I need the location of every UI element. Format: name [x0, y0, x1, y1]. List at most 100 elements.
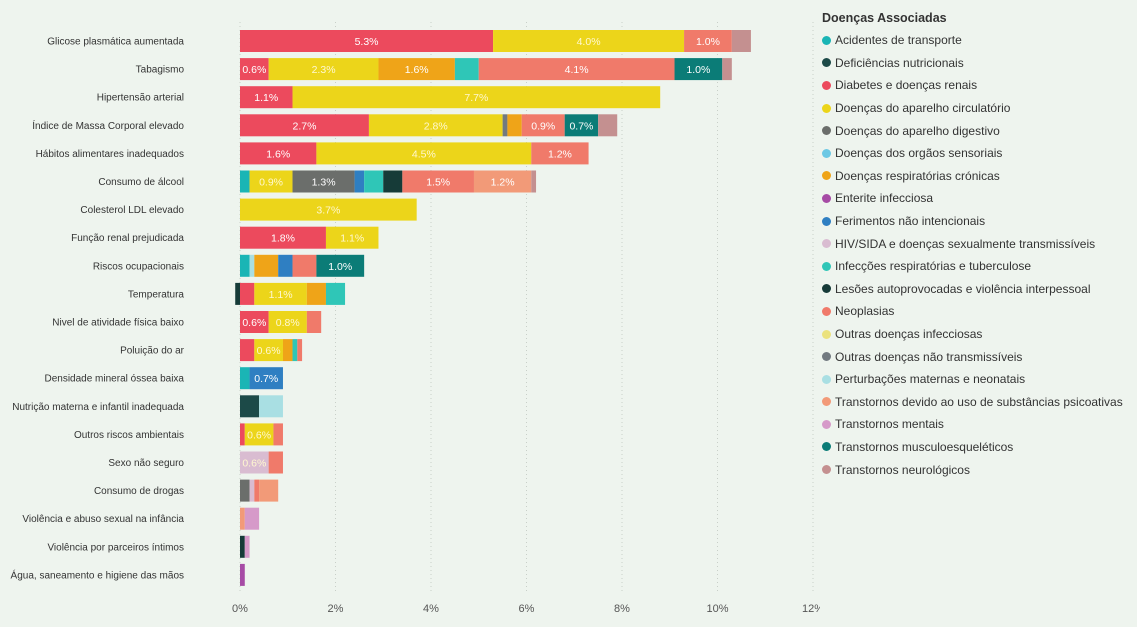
legend-label: Transtornos musculoesqueléticos [835, 439, 1014, 454]
category-label: Violência e abuso sexual na infância [22, 514, 184, 525]
legend-label: Transtornos mentais [835, 417, 944, 432]
bar-segment [306, 282, 326, 305]
legend-item[interactable]: HIV/SIDA e doenças sexualmente transmiss… [822, 232, 1134, 255]
category-label: Sexo não seguro [108, 458, 184, 469]
legend-dot-icon [822, 284, 831, 294]
bar-segment [278, 254, 293, 277]
data-label: 1.0% [328, 261, 352, 273]
data-label: 0.6% [242, 458, 266, 470]
legend-item[interactable]: Enterite infecciosa [822, 187, 1134, 210]
category-label: Glicose plasmática aumentada [47, 37, 184, 48]
legend-item[interactable]: Ferimentos não intencionais [822, 210, 1134, 233]
legend-label: Diabetes e doenças renais [835, 78, 978, 93]
data-label: 5.3% [355, 36, 379, 48]
category-label: Densidade mineral óssea baixa [44, 374, 184, 385]
category-label: Riscos ocupacionais [93, 261, 184, 272]
legend-item[interactable]: Doenças do aparelho digestivo [822, 119, 1134, 142]
legend-item[interactable]: Transtornos musculoesqueléticos [822, 436, 1134, 459]
bar-segment [598, 114, 618, 137]
bar-segment [306, 311, 322, 333]
x-tick-label: 0% [232, 603, 248, 615]
category-label: Índice de Massa Corporal elevado [32, 119, 184, 132]
chart-svg: 0% 2% 4% 6% 8% 10% 12% Glicose plasmática aumen… [11, 22, 820, 615]
category-label: Função renal prejudicada [71, 233, 184, 244]
legend-label: Outras doenças não transmissíveis [835, 349, 1023, 364]
bar-segment [240, 479, 250, 502]
bar-segment [368, 114, 503, 137]
bar-segment [316, 142, 532, 165]
legend-dot-icon [822, 306, 831, 316]
legend-item[interactable]: Outras doenças não transmissíveis [822, 345, 1134, 368]
bar-segment [378, 58, 455, 81]
data-label: 7.7% [464, 92, 488, 104]
bar-segment [268, 58, 379, 81]
bar-segment [240, 423, 245, 446]
data-label: 2.7% [292, 120, 316, 132]
legend-item[interactable]: Perturbações maternas e neonatais [822, 368, 1134, 391]
data-label: 0.7% [569, 120, 593, 132]
legend-item[interactable]: Outras doenças infecciosas [822, 323, 1134, 346]
legend-item[interactable]: Lesões autoprovocadas e violência interp… [822, 278, 1134, 301]
bar-segment [268, 311, 307, 333]
legend-dot-icon [822, 442, 831, 452]
legend-label: HIV/SIDA e doenças sexualmente transmiss… [835, 236, 1096, 251]
legend-item[interactable]: Transtornos neurológicos [822, 458, 1134, 481]
bar-segment [240, 226, 326, 249]
bar-segment [259, 395, 283, 418]
data-label: 1.0% [686, 64, 710, 76]
legend-item[interactable]: Transtornos devido ao uso de substâncias… [822, 391, 1134, 414]
bar-segment [564, 114, 599, 137]
data-label: 0.6% [242, 64, 266, 76]
data-label: 1.1% [254, 92, 278, 104]
legend-dot-icon [822, 148, 831, 158]
bar-segment [240, 58, 269, 81]
legend-item[interactable]: Doenças respiratórias crónicas [822, 165, 1134, 188]
data-label: 1.5% [426, 177, 450, 189]
legend-item[interactable]: Neoplasias [822, 300, 1134, 323]
bar-segment [292, 339, 298, 362]
legend-item[interactable]: Diabetes e doenças renais [822, 74, 1134, 97]
bar-segment [454, 58, 479, 81]
bar-segment [254, 339, 283, 362]
legend-label: Neoplasias [835, 304, 895, 319]
bar-segment [292, 254, 317, 277]
category-label: Colesterol LDL elevado [80, 205, 184, 216]
legend-dot-icon [822, 419, 831, 429]
bar-segment [674, 58, 723, 81]
bar-segment [240, 170, 250, 193]
data-label: 1.0% [696, 36, 720, 48]
legend-item[interactable]: Deficiências nutricionais [822, 52, 1134, 75]
bar-segment [240, 535, 245, 558]
bar-segment [249, 254, 255, 277]
bar-segment [254, 254, 279, 277]
legend-item[interactable]: Infecções respiratórias e tuberculose [822, 255, 1134, 278]
bar-segment [240, 114, 369, 137]
legend-item[interactable]: Transtornos mentais [822, 413, 1134, 436]
category-label: Hipertensão arterial [97, 93, 184, 104]
data-label: 3.7% [316, 205, 340, 217]
legend-dot-icon [822, 465, 831, 475]
legend-label: Ferimentos não intencionais [835, 214, 986, 229]
bar-segment [354, 170, 365, 193]
bar-segment [240, 198, 417, 221]
legend-item[interactable]: Acidentes de transporte [822, 29, 1134, 52]
legend-dot-icon [822, 58, 831, 68]
legend-item[interactable]: Doenças dos orgãos sensoriais [822, 142, 1134, 165]
bar-segment [297, 339, 303, 362]
bar-segment [240, 142, 317, 165]
category-label: Hábitos alimentares inadequados [36, 149, 184, 160]
bar-segment [249, 479, 255, 502]
bar-segment [240, 367, 250, 390]
x-tick-label: 12% [802, 603, 820, 615]
bar-segment [240, 311, 269, 333]
bar-segment [325, 226, 379, 249]
category-label: Nutrição materna e infantil inadequada [12, 402, 184, 413]
bar-segment [240, 86, 293, 109]
legend-label: Enterite infecciosa [835, 191, 934, 206]
legend-dot-icon [822, 35, 831, 45]
legend-item[interactable]: Doenças do aparelho circulatório [822, 97, 1134, 120]
category-label: Consumo de drogas [94, 486, 184, 497]
data-label: 4.0% [577, 36, 601, 48]
bar-segment [235, 282, 240, 305]
